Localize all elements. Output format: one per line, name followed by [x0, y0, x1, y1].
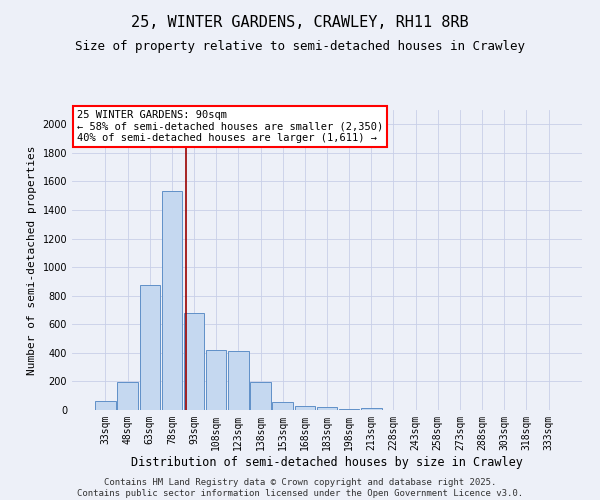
Bar — [118, 382, 138, 410]
Text: Contains HM Land Registry data © Crown copyright and database right 2025.
Contai: Contains HM Land Registry data © Crown c… — [77, 478, 523, 498]
Bar — [184, 313, 204, 410]
Text: Size of property relative to semi-detached houses in Crawley: Size of property relative to semi-detach… — [75, 40, 525, 53]
Bar — [161, 192, 182, 410]
Text: 25, WINTER GARDENS, CRAWLEY, RH11 8RB: 25, WINTER GARDENS, CRAWLEY, RH11 8RB — [131, 15, 469, 30]
Bar — [140, 285, 160, 410]
Bar — [228, 350, 248, 410]
Bar — [272, 402, 293, 410]
Bar — [361, 408, 382, 410]
Bar — [317, 408, 337, 410]
Bar — [339, 408, 359, 410]
Bar — [206, 350, 226, 410]
X-axis label: Distribution of semi-detached houses by size in Crawley: Distribution of semi-detached houses by … — [131, 456, 523, 468]
Text: 25 WINTER GARDENS: 90sqm
← 58% of semi-detached houses are smaller (2,350)
40% o: 25 WINTER GARDENS: 90sqm ← 58% of semi-d… — [77, 110, 383, 143]
Bar — [295, 406, 315, 410]
Bar — [250, 382, 271, 410]
Bar — [95, 400, 116, 410]
Y-axis label: Number of semi-detached properties: Number of semi-detached properties — [27, 145, 37, 375]
